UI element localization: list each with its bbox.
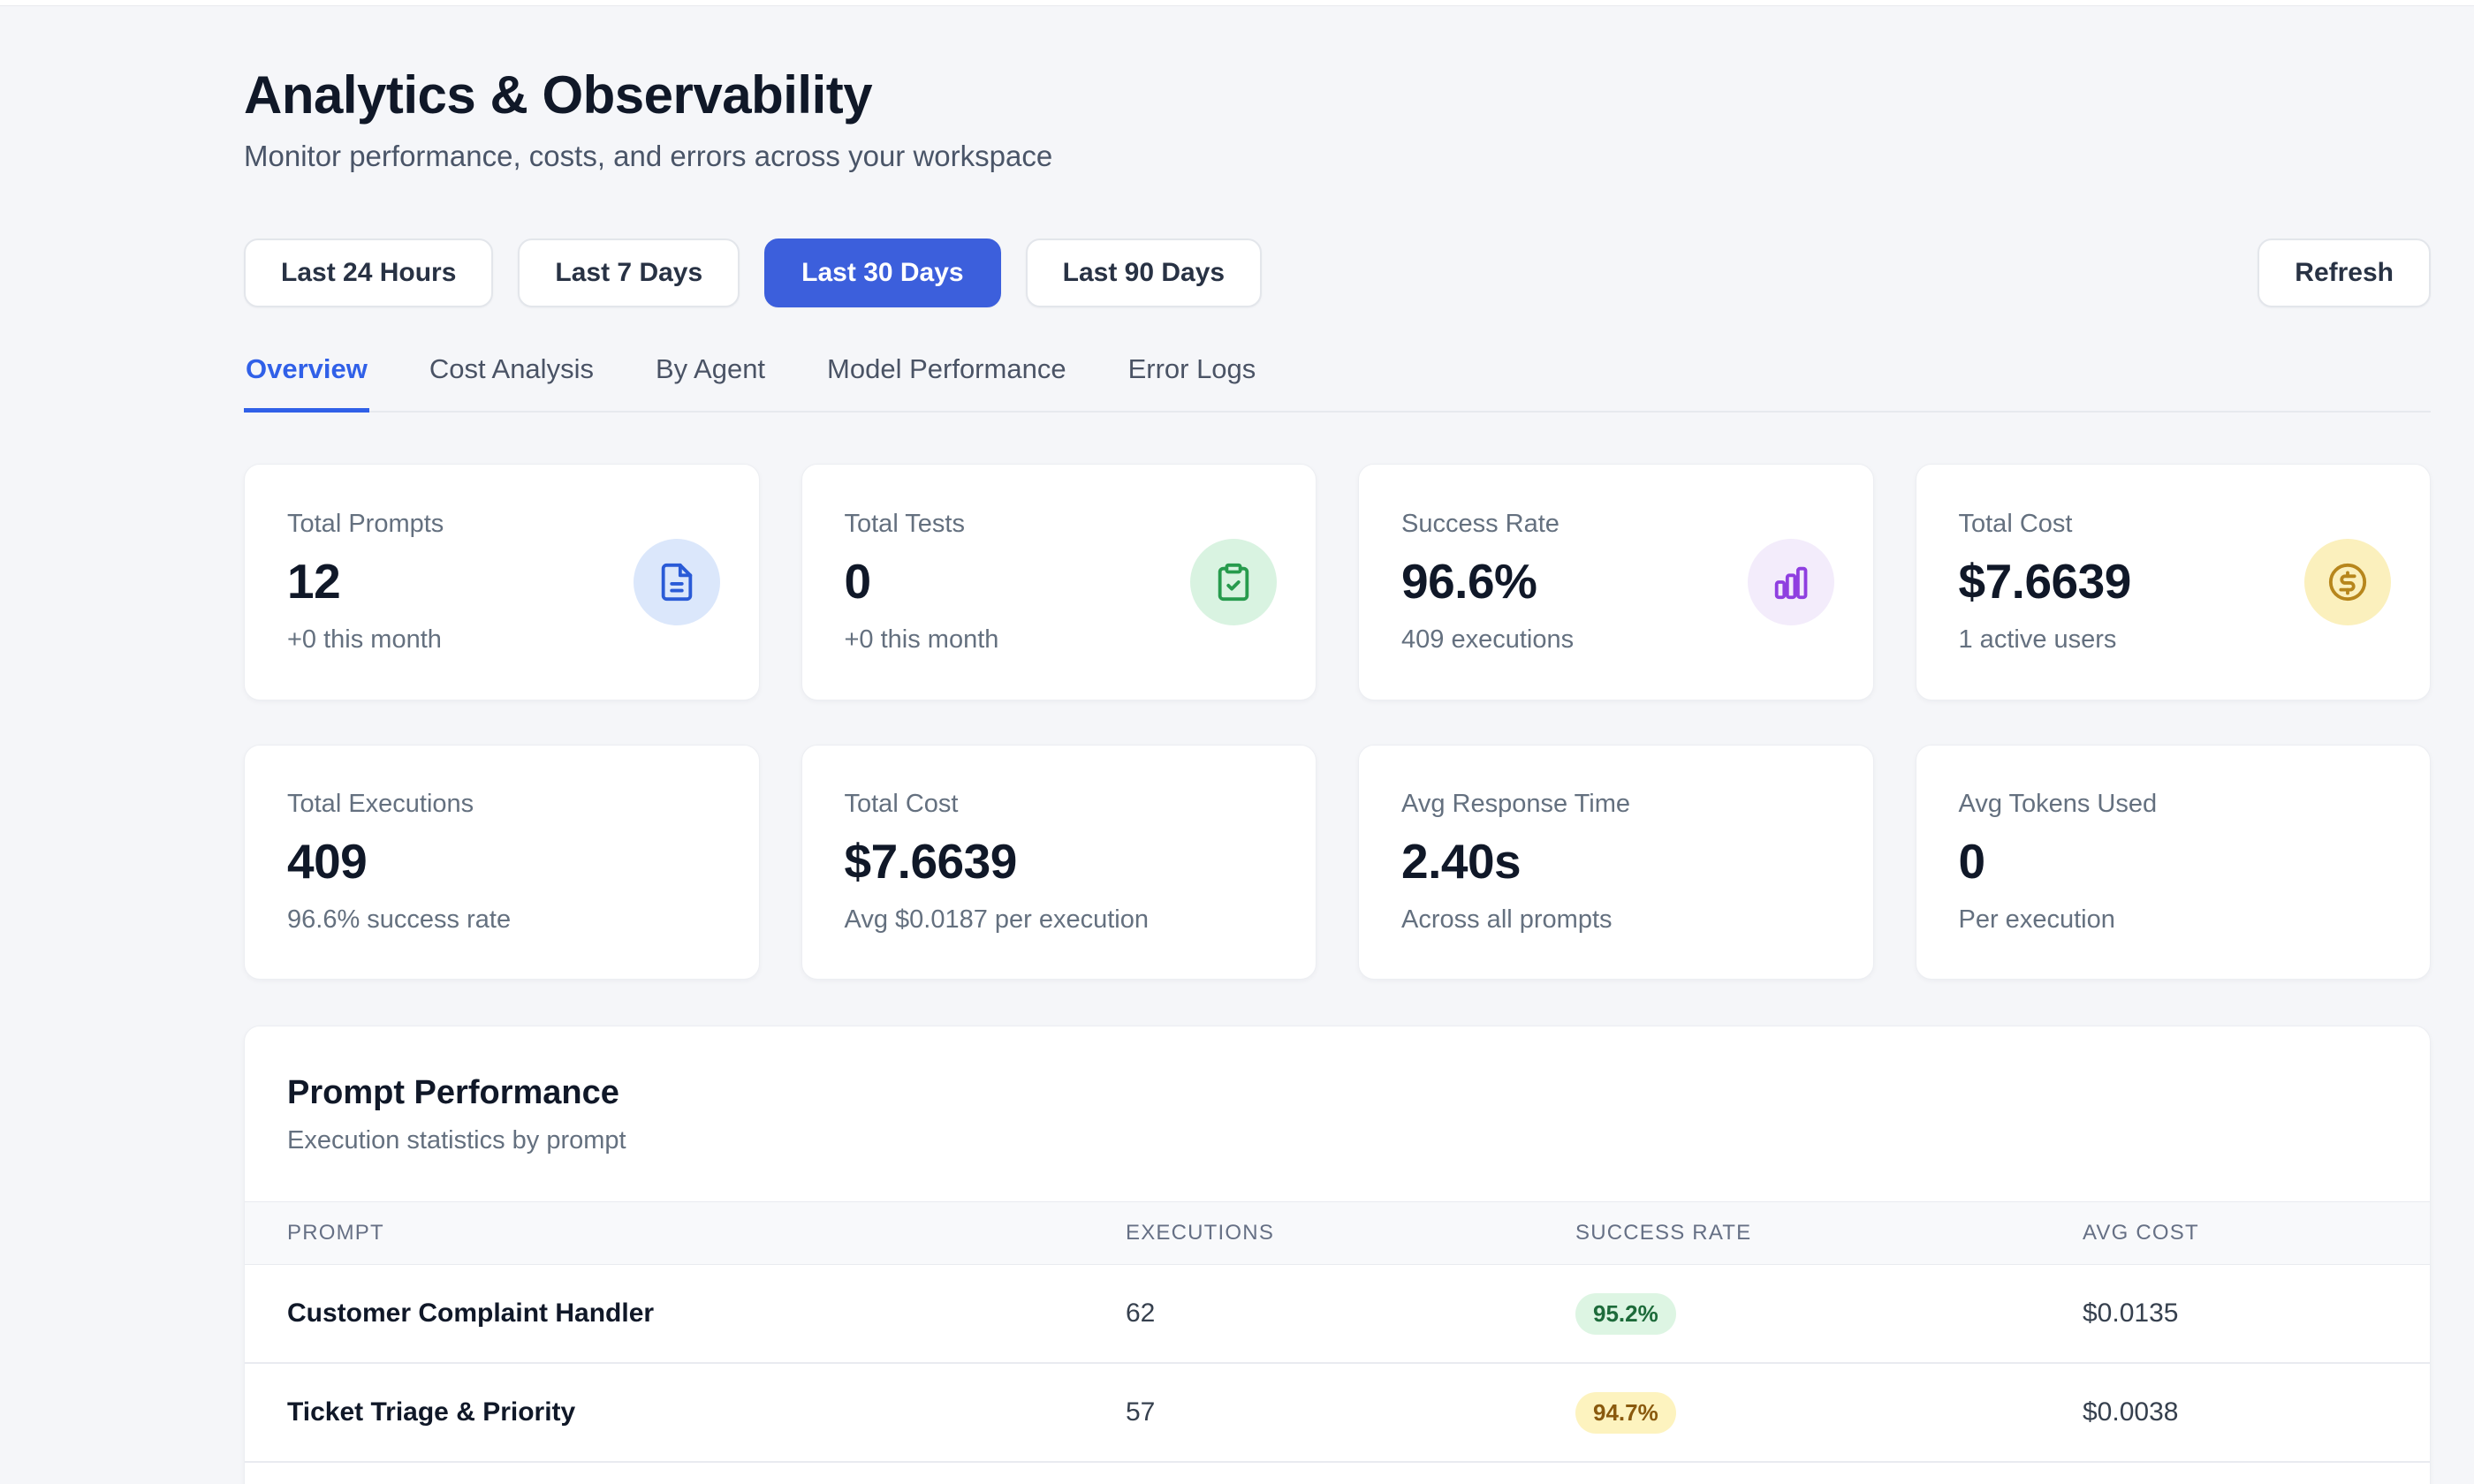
page-subtitle: Monitor performance, costs, and errors a… <box>244 140 1053 172</box>
stat-value: 0 <box>844 554 872 609</box>
stat-value: 2.40s <box>1401 834 1522 889</box>
stat-card-avg-response-time: Avg Response Time 2.40s Across all promp… <box>1358 745 1874 980</box>
stat-label: Total Executions <box>287 790 474 818</box>
stats-row-1: Total Prompts 12 +0 this month Total Tes… <box>244 464 2431 700</box>
executions-cell: 57 <box>1126 1397 1156 1427</box>
stat-value: 96.6% <box>1401 554 1537 609</box>
stat-label: Success Rate <box>1401 510 1560 538</box>
success-rate-badge: 94.7% <box>1575 1391 1676 1434</box>
stat-card-text: Total Cost $7.6639 Avg $0.0187 per execu… <box>845 790 1150 935</box>
stat-card-avg-tokens-used: Avg Tokens Used 0 Per execution <box>1915 745 2431 980</box>
stat-sub: +0 this month <box>287 625 442 654</box>
avg-cost-cell: $0.0038 <box>2083 1397 2179 1427</box>
avg-cost-cell: $0.0135 <box>2083 1298 2179 1328</box>
stat-card-total-executions: Total Executions 409 96.6% success rate <box>244 745 760 980</box>
stat-card-text: Total Tests 0 +0 this month <box>845 510 999 655</box>
stat-label: Total Cost <box>844 790 959 818</box>
stat-value: 409 <box>287 834 368 889</box>
prompt-name-cell: Customer Complaint Handler <box>287 1298 655 1328</box>
column-header-prompt: PROMPT <box>287 1221 384 1245</box>
column-header-executions: EXECUTIONS <box>1126 1221 1275 1245</box>
time-range-toolbar: Last 24 Hours Last 7 Days Last 30 Days L… <box>244 238 2431 307</box>
time-range-button-last-7-days[interactable]: Last 7 Days <box>518 238 740 307</box>
table-row: Ticket Triage & Priority 57 94.7% $0.003… <box>245 1364 2430 1463</box>
stat-card-total-tests: Total Tests 0 +0 this month <box>801 464 1317 700</box>
section-subtitle: Execution statistics by prompt <box>287 1126 626 1155</box>
prompt-name-cell: Ticket Triage & Priority <box>287 1397 576 1427</box>
tab-bar: Overview Cost Analysis By Agent Model Pe… <box>244 353 2431 413</box>
stat-label: Total Prompts <box>287 510 444 538</box>
stat-card-text: Avg Tokens Used 0 Per execution <box>1959 790 2158 935</box>
stat-sub: 1 active users <box>1958 625 2117 654</box>
stat-value: $7.6639 <box>844 834 1018 889</box>
clipboard-check-icon <box>1190 539 1277 625</box>
stat-card-total-cost-avg: Total Cost $7.6639 Avg $0.0187 per execu… <box>801 745 1317 980</box>
stat-sub: Across all prompts <box>1401 905 1613 934</box>
bar-chart-icon <box>1747 539 1834 625</box>
stat-sub: 96.6% success rate <box>287 905 512 934</box>
page-header: Analytics & Observability Monitor perfor… <box>244 6 2431 173</box>
stat-card-text: Avg Response Time 2.40s Across all promp… <box>1401 790 1630 935</box>
column-header-success-rate: SUCCESS RATE <box>1575 1221 1752 1245</box>
tab-by-agent[interactable]: By Agent <box>654 353 767 413</box>
stat-sub: +0 this month <box>844 625 999 654</box>
stat-value: 12 <box>287 554 341 609</box>
stat-card-total-cost: Total Cost $7.6639 1 active users <box>1915 464 2431 700</box>
table-header-row: PROMPT EXECUTIONS SUCCESS RATE AVG COST <box>245 1201 2430 1265</box>
section-title: Prompt Performance <box>287 1074 619 1111</box>
table-row: Customer Complaint Handler 62 95.2% $0.0… <box>245 1265 2430 1364</box>
analytics-page: Analytics & Observability Monitor perfor… <box>244 6 2431 1484</box>
stat-card-text: Total Prompts 12 +0 this month <box>287 510 444 655</box>
time-range-button-last-90-days[interactable]: Last 90 Days <box>1025 238 1263 307</box>
stat-card-text: Total Executions 409 96.6% success rate <box>287 790 511 935</box>
page-title: Analytics & Observability <box>244 65 873 125</box>
tab-cost-analysis[interactable]: Cost Analysis <box>428 353 596 413</box>
file-text-icon <box>633 539 720 625</box>
stat-value: $7.6639 <box>1958 554 2132 609</box>
stat-card-total-prompts: Total Prompts 12 +0 this month <box>244 464 760 700</box>
stat-card-text: Success Rate 96.6% 409 executions <box>1401 510 1574 655</box>
column-header-avg-cost: AVG COST <box>2083 1221 2199 1245</box>
time-range-button-last-24-hours[interactable]: Last 24 Hours <box>244 238 494 307</box>
tab-model-performance[interactable]: Model Performance <box>825 353 1068 413</box>
executions-cell: 62 <box>1126 1298 1156 1328</box>
tab-error-logs[interactable]: Error Logs <box>1127 353 1258 413</box>
stat-sub: 409 executions <box>1401 625 1575 654</box>
top-app-bar-edge <box>0 0 2474 6</box>
stat-label: Total Cost <box>1958 510 2073 538</box>
circle-dollar-icon <box>2304 539 2391 625</box>
stat-card-success-rate: Success Rate 96.6% 409 executions <box>1358 464 1874 700</box>
stats-row-2: Total Executions 409 96.6% success rate … <box>244 745 2431 980</box>
success-rate-badge: 95.2% <box>1575 1292 1676 1335</box>
refresh-button[interactable]: Refresh <box>2258 238 2431 307</box>
stat-label: Avg Tokens Used <box>1958 790 2158 818</box>
time-range-button-last-30-days[interactable]: Last 30 Days <box>764 238 1001 307</box>
stat-sub: Per execution <box>1958 905 2115 934</box>
tab-overview[interactable]: Overview <box>244 353 369 413</box>
prompt-performance-panel: Prompt Performance Execution statistics … <box>244 1026 2431 1484</box>
stat-sub: Avg $0.0187 per execution <box>844 905 1150 934</box>
stat-label: Avg Response Time <box>1401 790 1630 818</box>
stat-value: 0 <box>1958 834 1986 889</box>
stat-label: Total Tests <box>844 510 965 538</box>
stat-card-text: Total Cost $7.6639 1 active users <box>1958 510 2132 655</box>
